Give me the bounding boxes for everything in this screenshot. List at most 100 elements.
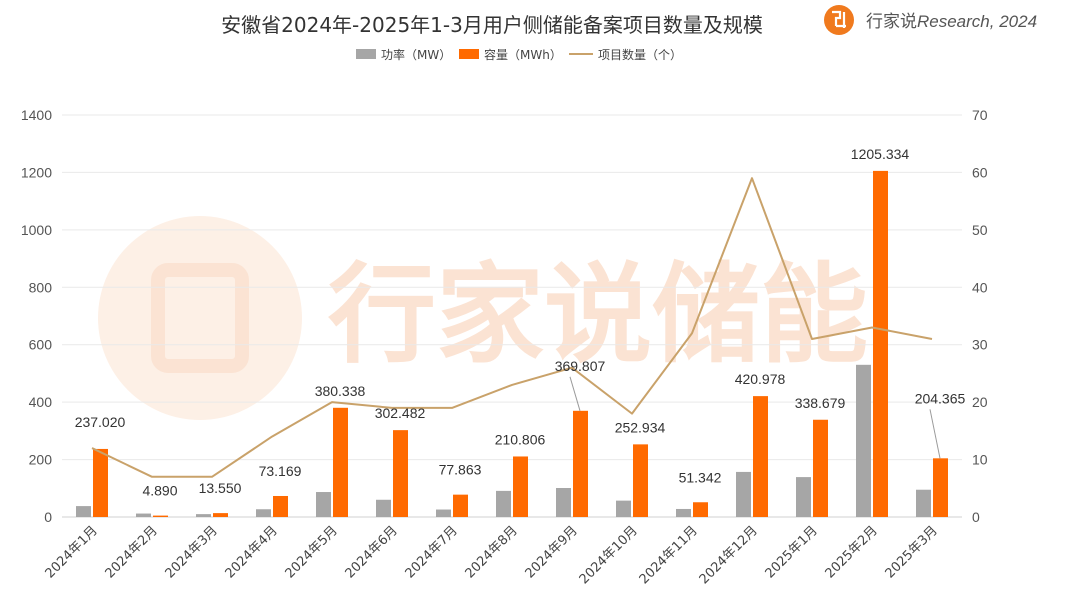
count-line <box>91 177 933 478</box>
watermark: 行家说储能 <box>98 216 868 420</box>
y-right-tick-label: 40 <box>972 279 988 295</box>
y-left-tick-label: 400 <box>29 394 53 410</box>
data-label-capacity: 210.806 <box>495 431 546 447</box>
brand-logo <box>824 5 854 35</box>
x-axis: 2024年1月 2024年2月 2024年3月 2024年4月 2024年5月 2024年… <box>43 523 941 587</box>
chart-title: 安徽省2024年-2025年1-3月用户侧储能备案项目数量及规模 <box>221 13 763 37</box>
bar-power <box>316 492 331 517</box>
bar-power <box>616 500 631 517</box>
watermark-text: 行家说储能 <box>328 253 868 378</box>
bar-power <box>196 514 211 517</box>
y-left-tick-label: 1000 <box>21 222 52 238</box>
bar-power <box>856 364 871 517</box>
x-tick-label: 2024年2月 <box>103 523 161 581</box>
x-tick-label: 2024年8月 <box>463 523 521 581</box>
y-axis-left: 0 200 400 600 800 1000 1200 1400 <box>21 107 52 525</box>
label-leader-line <box>569 376 581 411</box>
bar-capacity <box>873 170 888 517</box>
data-label-capacity: 338.679 <box>795 395 846 411</box>
bar-capacity <box>153 515 168 517</box>
x-tick-label: 2024年3月 <box>163 523 221 581</box>
data-label-capacity: 1205.334 <box>851 146 910 162</box>
x-tick-label: 2024年11月 <box>637 523 701 587</box>
bar-capacity <box>453 494 468 517</box>
bar-capacity <box>213 513 228 517</box>
bars <box>76 170 948 517</box>
bar-power <box>736 471 751 517</box>
y-left-tick-label: 800 <box>29 279 53 295</box>
bar-power <box>436 509 451 517</box>
bar-capacity <box>333 407 348 517</box>
gridlines <box>62 114 962 518</box>
y-axis-right: 0 10 20 30 40 50 60 70 <box>972 107 988 525</box>
y-left-tick-label: 1400 <box>21 107 52 123</box>
data-label-capacity: 73.169 <box>259 463 302 479</box>
legend-label-capacity: 容量（MWh） <box>484 47 562 62</box>
y-right-tick-label: 20 <box>972 394 988 410</box>
legend-swatch-power <box>356 49 376 59</box>
bar-capacity <box>693 502 708 517</box>
x-tick-label: 2024年7月 <box>403 523 461 581</box>
bar-power <box>916 489 931 517</box>
y-right-tick-label: 30 <box>972 337 988 353</box>
x-tick-label: 2024年12月 <box>697 523 761 587</box>
watermark-logo-mark <box>151 263 249 373</box>
bar-capacity <box>93 448 108 517</box>
bar-capacity <box>273 495 288 517</box>
y-right-tick-label: 10 <box>972 452 988 468</box>
bar-capacity <box>513 456 528 517</box>
data-label-capacity: 302.482 <box>375 405 426 421</box>
brand-name: 行家说Research, 2024 <box>866 12 1037 32</box>
data-label-capacity: 77.863 <box>439 462 482 478</box>
data-labels: 237.020 4.890 13.550 73.169 380.338 302.482 77… <box>75 146 966 499</box>
bar-power <box>496 490 511 517</box>
x-tick-label: 2024年6月 <box>343 523 401 581</box>
label-leaders <box>569 376 941 459</box>
label-leader-line <box>929 409 941 459</box>
y-right-tick-label: 70 <box>972 107 988 123</box>
bar-power <box>556 487 571 517</box>
x-tick-label: 2025年2月 <box>823 523 881 581</box>
data-label-capacity: 204.365 <box>915 390 966 406</box>
y-left-tick-label: 1200 <box>21 164 52 180</box>
x-tick-label: 2024年1月 <box>43 523 101 581</box>
y-right-tick-label: 60 <box>972 164 988 180</box>
bar-power <box>136 513 151 517</box>
watermark-logo <box>98 216 302 420</box>
bar-power <box>76 506 91 517</box>
bar-capacity <box>633 444 648 517</box>
data-label-capacity: 237.020 <box>75 414 126 430</box>
brand-logo-glyph <box>832 10 846 28</box>
brand-logo-icon <box>824 5 854 35</box>
bar-capacity <box>573 410 588 517</box>
x-tick-label: 2025年3月 <box>883 523 941 581</box>
bar-power <box>376 499 391 517</box>
x-tick-label: 2024年5月 <box>283 523 341 581</box>
bar-capacity <box>393 430 408 517</box>
data-label-capacity: 4.890 <box>142 483 177 499</box>
data-label-capacity: 369.807 <box>555 358 606 374</box>
y-left-tick-label: 200 <box>29 452 53 468</box>
data-label-capacity: 51.342 <box>679 469 722 485</box>
bar-capacity <box>753 396 768 517</box>
brand-italic: Research, 2024 <box>917 12 1037 31</box>
legend: 功率（MW） 容量（MWh） 项目数量（个） <box>356 47 682 62</box>
data-label-capacity: 380.338 <box>315 383 366 399</box>
x-tick-label: 2024年10月 <box>577 523 641 587</box>
x-tick-label: 2025年1月 <box>763 523 821 581</box>
legend-label-count: 项目数量（个） <box>598 47 682 62</box>
data-label-capacity: 13.550 <box>199 480 242 496</box>
y-right-tick-label: 50 <box>972 222 988 238</box>
bar-power <box>676 508 691 517</box>
bar-power <box>256 509 271 517</box>
x-tick-label: 2024年9月 <box>523 523 581 581</box>
y-left-tick-label: 0 <box>44 509 52 525</box>
brand-text: 行家说 <box>866 12 917 32</box>
bar-power <box>796 477 811 517</box>
line-count <box>91 177 933 478</box>
legend-label-power: 功率（MW） <box>381 47 451 62</box>
data-label-capacity: 420.978 <box>735 371 786 387</box>
bar-capacity <box>813 419 828 517</box>
data-label-capacity: 252.934 <box>615 419 666 435</box>
